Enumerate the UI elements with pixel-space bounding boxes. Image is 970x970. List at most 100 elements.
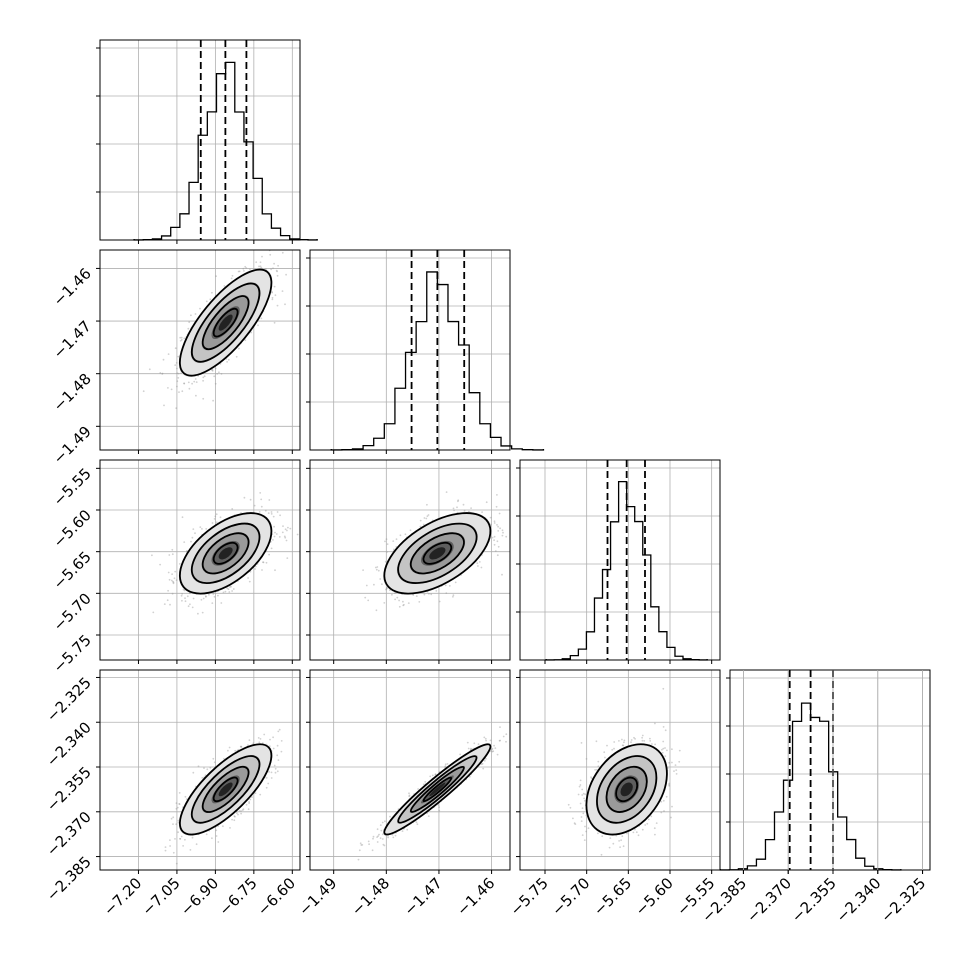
scatter-point xyxy=(485,757,487,760)
density-fill-4 xyxy=(620,782,633,797)
scatter-point xyxy=(167,387,169,389)
scatter-point xyxy=(483,759,486,762)
panel-frame xyxy=(309,459,511,661)
contour-1 xyxy=(409,532,465,575)
scatter-point xyxy=(427,815,430,817)
scatter-point xyxy=(452,594,455,597)
scatter-point xyxy=(209,766,212,769)
scatter-point xyxy=(230,585,232,588)
scatter-point xyxy=(214,367,217,370)
scatter-point xyxy=(678,760,681,763)
scatter-point xyxy=(393,548,395,551)
scatter-point xyxy=(201,611,204,614)
scatter-point xyxy=(452,507,455,510)
scatter-point xyxy=(415,821,418,824)
scatter-point xyxy=(289,527,292,530)
scatter-point xyxy=(249,798,252,801)
scatter-point xyxy=(181,593,184,595)
scatter-point xyxy=(218,371,220,374)
scatter-point xyxy=(161,373,164,375)
scatter-point xyxy=(620,839,622,842)
scatter-point xyxy=(181,599,183,602)
density-fill-4 xyxy=(218,314,233,331)
scatter-point xyxy=(663,810,665,812)
scatter-point xyxy=(271,296,274,299)
scatter-point xyxy=(194,378,197,380)
histogram-panel-1 xyxy=(306,249,545,454)
scatter-point xyxy=(359,842,362,845)
scatter-point xyxy=(484,737,487,740)
scatter-point xyxy=(497,530,500,532)
scatter-point xyxy=(192,528,195,530)
scatter-point xyxy=(222,825,224,828)
scatter-point xyxy=(151,554,153,557)
scatter-point xyxy=(444,584,447,587)
scatter-point xyxy=(376,566,379,568)
scatter-point xyxy=(175,362,178,364)
scatter-point xyxy=(373,583,375,586)
scatter-point xyxy=(399,534,402,537)
histogram-panel-2 xyxy=(516,459,721,664)
scatter-point xyxy=(583,797,585,800)
scatter-point xyxy=(668,782,671,785)
scatter-point xyxy=(391,593,393,596)
scatter-point xyxy=(220,373,223,375)
scatter-point xyxy=(671,761,673,764)
scatter-point xyxy=(401,830,404,832)
scatter-point xyxy=(195,843,198,846)
scatter-point xyxy=(654,722,656,725)
scatter-point xyxy=(453,509,455,512)
scatter-point xyxy=(191,382,194,385)
scatter-point xyxy=(655,822,658,824)
scatter-point xyxy=(272,515,275,518)
scatter-point xyxy=(577,793,580,796)
scatter-point xyxy=(583,839,586,841)
scatter-point xyxy=(381,583,383,586)
scatter-point xyxy=(242,808,245,810)
scatter-point xyxy=(661,748,663,751)
scatter-point xyxy=(216,373,219,375)
scatter-point xyxy=(398,599,400,602)
scatter-point xyxy=(234,815,236,818)
scatter-point xyxy=(175,862,178,865)
contour-2 xyxy=(190,282,261,363)
scatter-point xyxy=(386,551,388,553)
scatter-point xyxy=(635,831,638,834)
scatter-point xyxy=(240,745,243,748)
contour-2 xyxy=(397,755,478,824)
scatter-point xyxy=(230,277,233,280)
scatter-point xyxy=(247,577,250,579)
density-fill-4 xyxy=(429,547,446,560)
scatter-point xyxy=(284,528,287,531)
scatter-point xyxy=(220,602,223,604)
scatter-point xyxy=(257,324,259,327)
scatter-point xyxy=(187,605,190,608)
scatter-point xyxy=(277,730,280,733)
scatter-point xyxy=(261,569,263,571)
scatter-point xyxy=(211,291,213,294)
panel-frame xyxy=(99,459,301,661)
scatter-point xyxy=(180,338,183,341)
scatter-point xyxy=(273,321,276,324)
scatter-point xyxy=(384,540,386,543)
contour-2 xyxy=(190,755,261,824)
scatter-point xyxy=(573,822,576,825)
scatter-point xyxy=(174,364,177,366)
scatter-point xyxy=(211,368,214,371)
scatter-point xyxy=(184,597,186,600)
scatter-point xyxy=(654,743,656,746)
scatter-point xyxy=(279,514,281,517)
panel-frame xyxy=(309,669,511,871)
scatter-point xyxy=(182,845,185,847)
scatter-point xyxy=(406,828,409,831)
contour-0 xyxy=(422,541,453,565)
scatter-point xyxy=(496,540,499,543)
x-tick-label: −1.46 xyxy=(453,874,498,919)
scatter-point xyxy=(444,766,446,768)
scatter-point xyxy=(142,390,145,393)
scatter-point xyxy=(641,736,643,739)
x-tick-label: −2.340 xyxy=(833,874,885,926)
scatter-point xyxy=(285,539,288,542)
density-fill-4 xyxy=(429,782,446,797)
scatter-point xyxy=(612,842,615,845)
